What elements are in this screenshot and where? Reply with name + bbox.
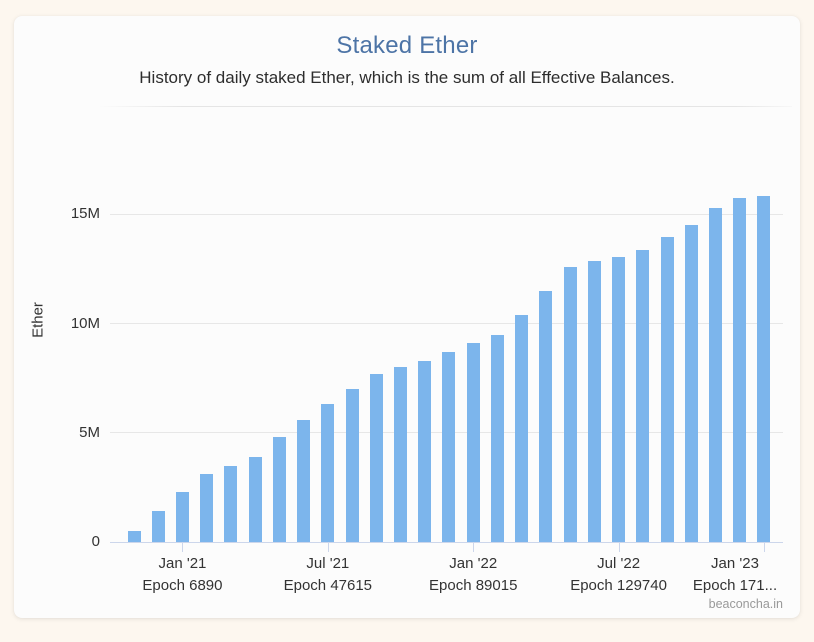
bar[interactable] <box>636 250 650 542</box>
bar[interactable] <box>200 474 214 542</box>
x-axis-tick <box>182 542 184 552</box>
bar[interactable] <box>612 256 626 542</box>
bar[interactable] <box>539 290 553 542</box>
x-axis-epoch-label: Epoch 89015 <box>429 577 518 594</box>
bar[interactable] <box>151 511 165 542</box>
chart-subtitle: History of daily staked Ether, which is … <box>139 68 675 87</box>
y-axis-tick-label: 10M <box>70 314 100 332</box>
bar[interactable] <box>684 225 698 542</box>
bar[interactable] <box>442 351 456 542</box>
x-axis-month-label: Jan '21 <box>158 555 207 572</box>
chart-card: Staked Ether History of daily staked Eth… <box>14 16 800 618</box>
bar[interactable] <box>272 437 286 542</box>
y-axis-title: Ether <box>29 302 47 338</box>
x-axis-epoch-label: Epoch 129740 <box>570 577 667 594</box>
bar[interactable] <box>660 237 674 542</box>
bar[interactable] <box>394 367 408 542</box>
x-axis-month-label: Jul '22 <box>597 555 641 572</box>
bar[interactable] <box>297 419 311 542</box>
y-axis-tick-label: 0 <box>91 533 100 550</box>
plot-area: 0 5M 10M 15M Jan '21 Epoch 6890 Jul '21 Epoch 4… <box>14 16 800 618</box>
x-axis-tick <box>763 542 765 552</box>
bar[interactable] <box>418 360 432 542</box>
bar[interactable] <box>321 404 335 542</box>
bar[interactable] <box>709 207 723 542</box>
credits-link[interactable]: beaconcha.in <box>708 597 783 611</box>
bar[interactable] <box>127 531 141 542</box>
bar[interactable] <box>224 465 238 542</box>
bar[interactable] <box>369 373 383 542</box>
bar[interactable] <box>733 198 747 542</box>
bar[interactable] <box>757 195 771 542</box>
chart-title: Staked Ether <box>336 32 478 59</box>
y-gridline <box>110 323 783 325</box>
header-divider <box>98 106 792 107</box>
x-axis-epoch-label: Epoch 47615 <box>283 577 373 594</box>
y-axis-tick-label: 5M <box>79 423 100 441</box>
x-axis-month-label: Jan '22 <box>449 555 498 572</box>
x-axis-epoch-label: Epoch 171... <box>692 577 778 594</box>
bar[interactable] <box>248 456 262 542</box>
bar[interactable] <box>587 261 601 542</box>
x-axis-month-label: Jan '23 <box>711 555 759 572</box>
x-axis-tick <box>473 542 475 552</box>
y-axis-tick-label: 15M <box>70 205 100 223</box>
bar[interactable] <box>515 314 529 542</box>
x-axis-epoch-label: Epoch 6890 <box>142 577 223 594</box>
bar[interactable] <box>490 334 504 542</box>
y-gridline <box>110 213 783 215</box>
bar[interactable] <box>563 266 577 542</box>
bar[interactable] <box>466 343 480 542</box>
x-axis-tick <box>618 542 620 552</box>
x-axis-line <box>110 542 783 543</box>
bar[interactable] <box>175 491 189 542</box>
x-axis-month-label: Jul '21 <box>306 555 350 572</box>
bar[interactable] <box>345 389 359 542</box>
x-axis-tick <box>327 542 329 552</box>
